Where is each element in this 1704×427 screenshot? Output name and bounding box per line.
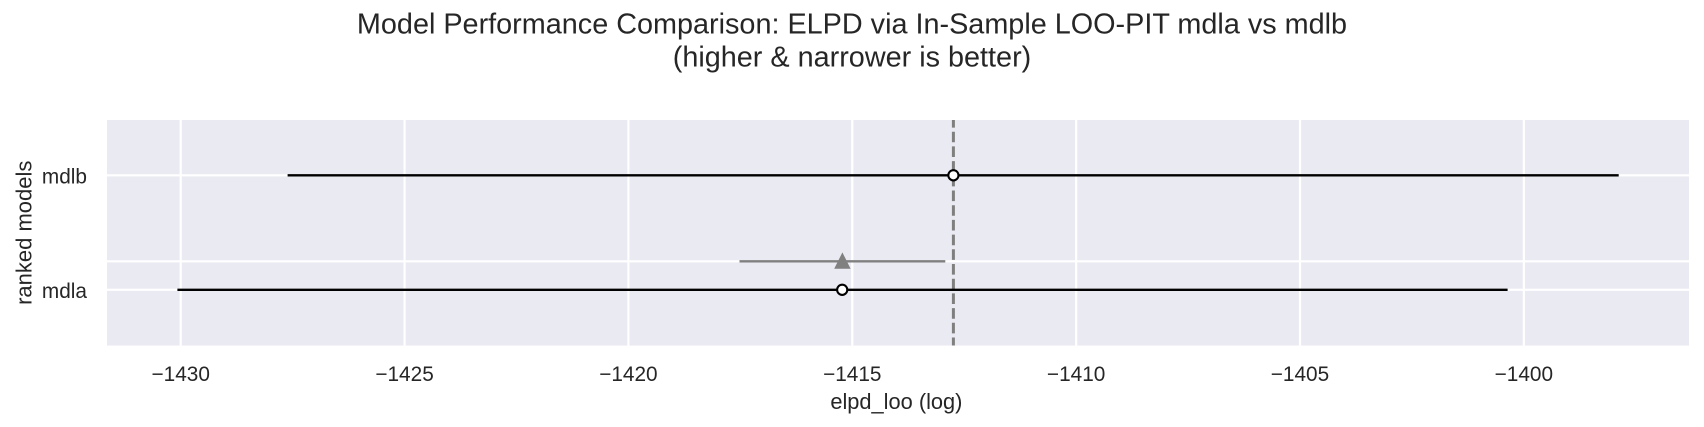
svg-text:−1430: −1430 [151, 363, 209, 386]
svg-text:−1400: −1400 [1495, 363, 1553, 386]
svg-text:ranked models: ranked models [12, 161, 37, 305]
svg-text:−1415: −1415 [823, 363, 881, 386]
svg-text:mdla: mdla [42, 280, 88, 303]
svg-text:Model Performance Comparison:: Model Performance Comparison: ELPD via I… [357, 8, 1347, 40]
svg-text:elpd_loo (log): elpd_loo (log) [830, 389, 962, 414]
svg-text:−1405: −1405 [1271, 363, 1329, 386]
svg-text:−1425: −1425 [375, 363, 433, 386]
svg-text:(higher & narrower is better): (higher & narrower is better) [673, 41, 1032, 73]
svg-text:−1420: −1420 [599, 363, 657, 386]
svg-text:−1410: −1410 [1047, 363, 1105, 386]
svg-text:mdlb: mdlb [42, 165, 87, 188]
